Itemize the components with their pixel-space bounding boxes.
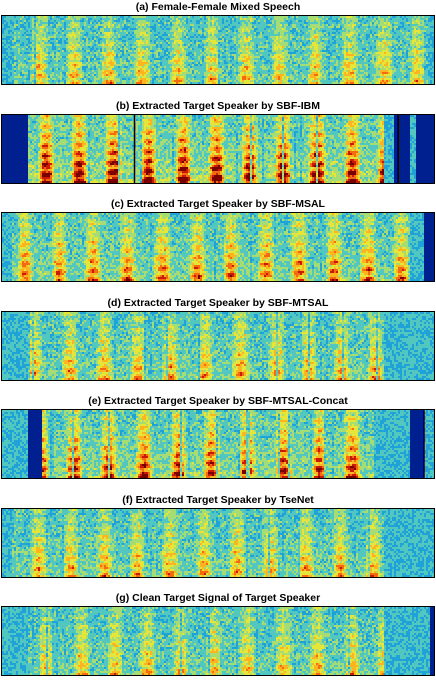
- spectrogram-panel-c: (c) Extracted Target Speaker by SBF-MSAL: [0, 197, 436, 295]
- spectrogram-panel-a: (a) Female-Female Mixed Speech: [0, 0, 436, 98]
- panel-title-a: (a) Female-Female Mixed Speech: [0, 0, 436, 14]
- spectrogram-image-f: [1, 507, 435, 578]
- spectrogram-image-a: [1, 15, 435, 85]
- spectrogram-image-e: [1, 409, 435, 479]
- spectrogram-canvas: [2, 311, 434, 380]
- spectrogram-canvas: [2, 114, 434, 183]
- panel-title-c: (c) Extracted Target Speaker by SBF-MSAL: [0, 197, 436, 211]
- spectrogram-image-d: [1, 310, 435, 381]
- spectrogram-panel-b: (b) Extracted Target Speaker by SBF-IBM: [0, 99, 436, 197]
- panel-title-f: (f) Extracted Target Speaker by TseNet: [0, 493, 436, 507]
- spectrogram-canvas: [2, 607, 434, 675]
- spectrogram-canvas: [2, 410, 434, 478]
- spectrogram-image-g: [1, 606, 435, 676]
- spectrogram-panel-f: (f) Extracted Target Speaker by TseNet: [0, 493, 436, 591]
- panel-title-e: (e) Extracted Target Speaker by SBF-MTSA…: [0, 394, 436, 408]
- panel-title-b: (b) Extracted Target Speaker by SBF-IBM: [0, 99, 436, 113]
- spectrogram-panel-d: (d) Extracted Target Speaker by SBF-MTSA…: [0, 296, 436, 394]
- spectrogram-canvas: [2, 508, 434, 577]
- spectrogram-canvas: [2, 16, 434, 84]
- panel-title-d: (d) Extracted Target Speaker by SBF-MTSA…: [0, 296, 436, 310]
- spectrogram-canvas: [2, 213, 434, 281]
- spectrogram-panel-g: (g) Clean Target Signal of Target Speake…: [0, 591, 436, 689]
- spectrogram-image-c: [1, 212, 435, 282]
- spectrogram-panel-e: (e) Extracted Target Speaker by SBF-MTSA…: [0, 394, 436, 492]
- panel-title-g: (g) Clean Target Signal of Target Speake…: [0, 591, 436, 605]
- spectrogram-image-b: [1, 113, 435, 184]
